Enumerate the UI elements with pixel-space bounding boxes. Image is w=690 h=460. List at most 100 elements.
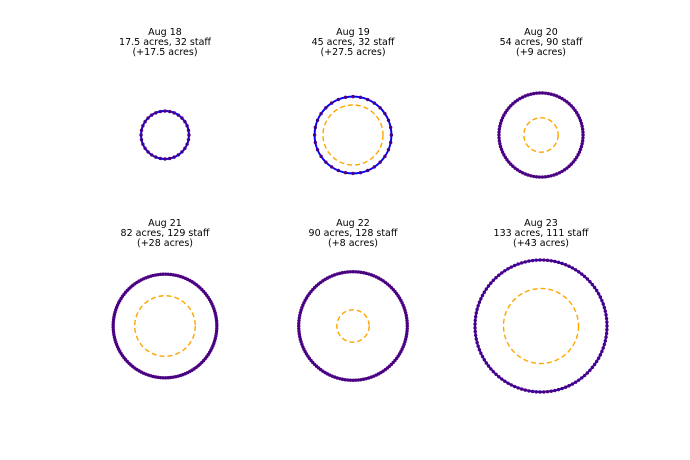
staff-dot: [585, 371, 590, 375]
staff-dot: [163, 376, 168, 380]
panel-delta: (+28 acres): [137, 238, 193, 249]
staff-dot: [403, 308, 407, 312]
staff-dot: [580, 127, 585, 131]
staff-dot: [405, 332, 409, 336]
staff-dot: [473, 318, 477, 323]
staff-dot: [527, 259, 531, 263]
panel-aug-18: Aug 18 17.5 acres, 32 staff (+17.5 acres…: [119, 27, 211, 161]
staff-dot: [601, 346, 605, 350]
staff-dot: [556, 387, 561, 392]
staff-dot: [534, 390, 539, 394]
staff-dot: [577, 378, 581, 382]
staff-dot: [388, 125, 393, 130]
staff-dot: [567, 102, 571, 106]
staff-dot: [154, 155, 158, 159]
staff-dot: [480, 354, 485, 359]
staff-dot: [112, 333, 116, 337]
staff-dot: [570, 382, 575, 386]
panel-aug-19: Aug 19 45 acres, 32 staff (+27.5 acres): [312, 27, 395, 176]
staff-dot: [111, 320, 116, 324]
staff-dot: [560, 96, 564, 101]
staff-dot: [579, 121, 584, 126]
staff-dot: [348, 270, 353, 274]
panel-marks: [497, 91, 585, 179]
staff-dot: [604, 331, 609, 336]
staff-dot: [515, 98, 520, 102]
staff-dot: [523, 388, 527, 392]
staff-dot: [361, 271, 366, 275]
staff-dot: [473, 329, 477, 334]
staff-dot: [565, 166, 569, 170]
staff-dot: [560, 261, 564, 266]
staff-dot: [345, 378, 350, 382]
staff-dot: [484, 361, 489, 365]
staff-dot: [343, 170, 348, 175]
staff-dot: [596, 356, 601, 360]
panel-delta: (+9 acres): [516, 47, 566, 58]
staff-dot: [405, 321, 409, 326]
panel-aug-21: Aug 21 82 acres, 129 staff (+28 acres): [111, 218, 219, 380]
staff-dot: [351, 94, 355, 99]
staff-dot: [552, 173, 556, 177]
staff-dot: [336, 97, 341, 102]
staff-dot: [582, 373, 587, 378]
staff-dot: [298, 334, 302, 339]
staff-dot: [580, 124, 584, 128]
staff-dot: [404, 334, 408, 339]
staff-dot: [581, 130, 585, 134]
staff-dot: [367, 376, 371, 380]
staff-dot: [549, 259, 553, 263]
staff-dot: [600, 298, 604, 303]
staff-dot: [500, 116, 505, 120]
staff-dot: [520, 171, 525, 175]
staff-dot: [580, 139, 585, 143]
staff-dot: [139, 128, 144, 133]
staff-dot: [534, 258, 539, 262]
staff-dot: [343, 95, 348, 100]
panel-date: Aug 20: [524, 27, 558, 38]
staff-dot: [556, 260, 561, 265]
staff-dot: [503, 269, 507, 273]
panel-aug-23: Aug 23 133 acres, 111 staff (+43 acres): [473, 218, 609, 394]
staff-dot: [475, 307, 479, 312]
staff-dot: [505, 108, 509, 112]
staff-dot: [351, 270, 355, 274]
panel-summary: 133 acres, 111 staff: [494, 228, 589, 239]
staff-dot: [502, 153, 506, 157]
staff-dot: [315, 147, 320, 152]
staff-dot: [555, 172, 559, 176]
staff-dot: [158, 272, 163, 277]
staff-dot: [505, 158, 509, 162]
staff-dot: [512, 384, 517, 389]
staff-dot: [497, 375, 501, 379]
staff-dot: [480, 293, 485, 298]
staff-dot: [405, 316, 409, 320]
staff-dot: [356, 270, 361, 274]
staff-dot: [569, 162, 573, 166]
staff-dot: [555, 94, 559, 98]
staff-dot: [532, 174, 536, 179]
staff-dot: [497, 136, 501, 140]
staff-dot: [186, 137, 191, 142]
staff-dot: [372, 101, 377, 105]
staff-dot: [595, 359, 599, 364]
staff-dot: [298, 311, 303, 315]
staff-dot: [580, 142, 584, 146]
staff-dot: [571, 106, 575, 110]
staff-dot: [141, 142, 145, 146]
staff-dot: [578, 118, 583, 123]
staff-dot: [329, 101, 334, 105]
staff-dot: [530, 389, 535, 394]
staff-dot: [474, 311, 478, 315]
staff-dot: [489, 367, 493, 371]
staff-dot: [166, 272, 170, 276]
growth-ring: [134, 295, 196, 357]
staff-dot: [537, 175, 542, 179]
staff-dot: [185, 124, 189, 128]
staff-dot: [592, 362, 597, 367]
staff-dot: [537, 91, 542, 95]
staff-dot: [604, 313, 608, 317]
staff-dot: [297, 329, 301, 334]
staff-dot: [405, 324, 409, 328]
staff-dot: [348, 378, 353, 382]
